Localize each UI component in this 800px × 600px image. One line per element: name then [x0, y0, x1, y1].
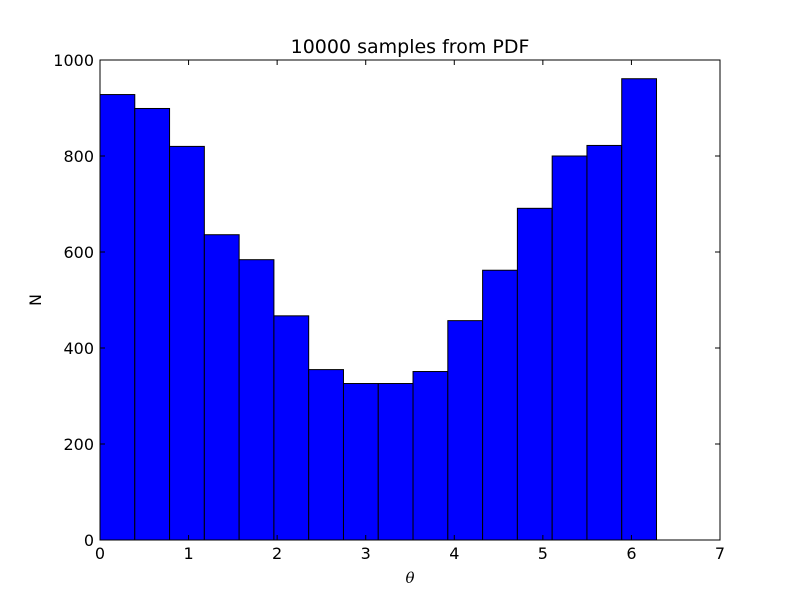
y-tick-label: 200 — [63, 435, 94, 454]
axes-frame — [99, 59, 721, 541]
histogram-bar-3 — [203, 234, 240, 541]
histogram-bar-2 — [169, 145, 205, 541]
x-tick-label: 2 — [272, 544, 282, 563]
bars-group — [99, 78, 658, 541]
x-tick-label: 7 — [715, 544, 725, 563]
histogram-bar-8 — [377, 383, 414, 541]
y-tick-label: 600 — [63, 243, 94, 262]
histogram-bar-6 — [308, 369, 344, 541]
x-tick-label: 1 — [183, 544, 193, 563]
y-tick-label: 0 — [84, 531, 94, 550]
histogram-bar-1 — [134, 107, 171, 541]
histogram-bar-9 — [412, 371, 449, 541]
histogram-bar-0 — [99, 94, 136, 541]
x-tick-label: 6 — [626, 544, 636, 563]
y-axis-ticks: 0 200 400 600 800 1000 — [53, 51, 720, 550]
histogram-bar-14 — [586, 144, 623, 541]
histogram-bar-4 — [238, 259, 275, 541]
x-tick-label: 3 — [361, 544, 371, 563]
x-tick-label: 5 — [538, 544, 548, 563]
x-axis-label: θ — [405, 569, 414, 587]
histogram-bar-7 — [342, 383, 379, 541]
x-tick-label: 4 — [449, 544, 459, 563]
y-tick-label: 1000 — [53, 51, 94, 70]
y-tick-label: 400 — [63, 339, 94, 358]
histogram-bar-13 — [551, 155, 588, 541]
y-axis-label: N — [26, 294, 45, 306]
histogram-bar-12 — [516, 207, 553, 541]
chart-title: 10000 samples from PDF — [291, 36, 530, 58]
histogram-bar-10 — [447, 320, 484, 541]
histogram-bar-15 — [621, 78, 658, 541]
x-tick-label: 0 — [95, 544, 105, 563]
x-axis-ticks: 0 1 2 3 4 5 6 7 — [95, 60, 725, 563]
histogram-bar-11 — [482, 269, 518, 541]
y-tick-label: 800 — [63, 147, 94, 166]
histogram-bar-5 — [273, 315, 310, 541]
